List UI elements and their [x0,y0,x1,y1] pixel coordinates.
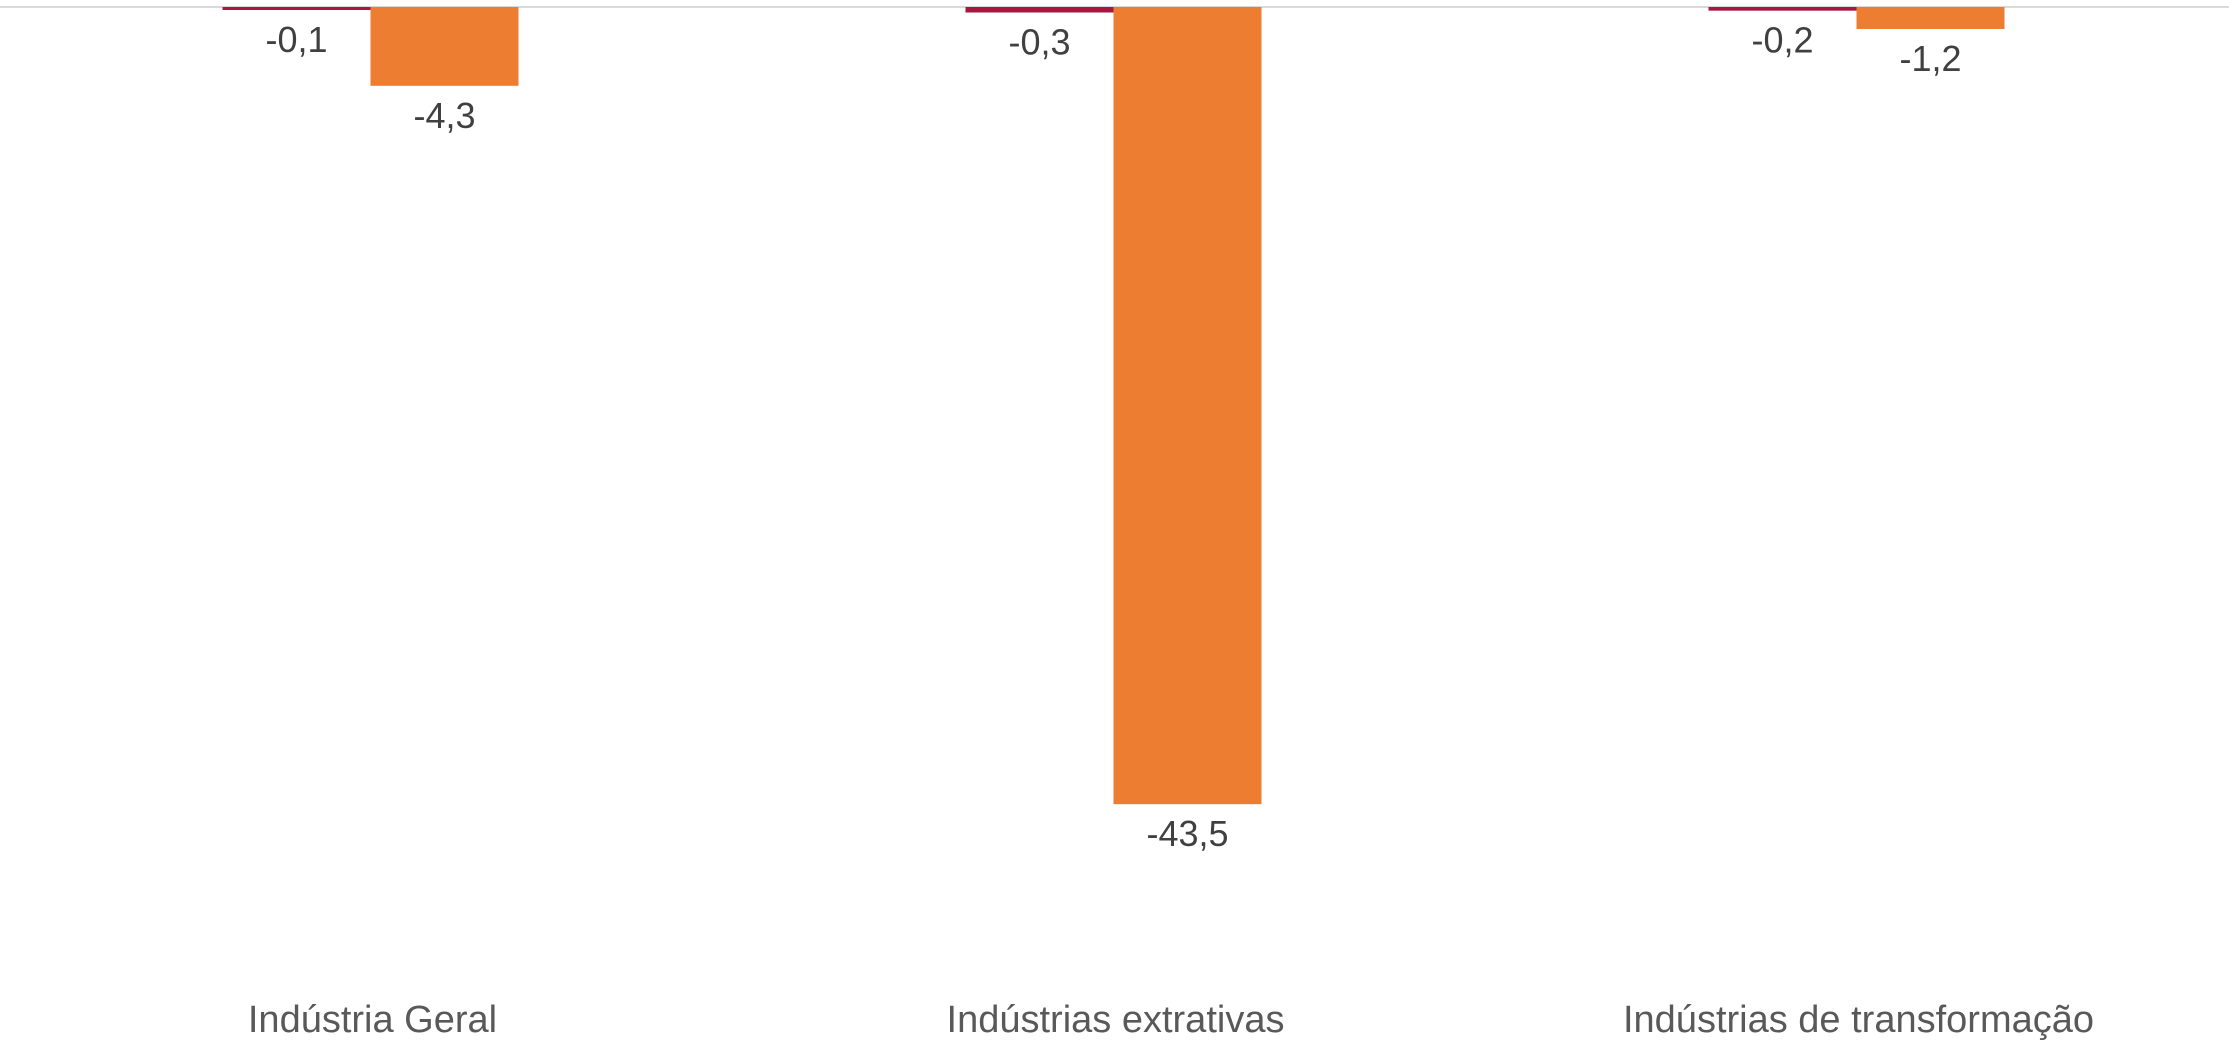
data-label-1-3: -0,2 [1751,20,1813,61]
bar-2-1 [370,7,519,86]
data-label-2-2: -43,5 [1146,813,1228,854]
value-label-group: -0,1 -4,3 -0,3 -43,5 -0,2 -1,2 [265,19,1961,854]
category-label-1: Indústria Geral [248,999,497,1041]
bar-2-3 [1856,7,2005,29]
data-label-1-2: -0,3 [1008,21,1070,62]
data-label-2-3: -1,2 [1899,38,1961,79]
category-label-3: Indústrias de transformação [1623,999,2094,1041]
bar-1-3 [1708,7,1857,11]
category-label-2: Indústrias extrativas [947,999,1285,1041]
bar-1-2 [965,7,1114,13]
bar-group [222,7,2005,805]
bar-1-1 [222,7,371,10]
bar-2-2 [1113,7,1262,805]
category-label-group: Indústria Geral Indústrias extrativas Indú… [248,999,2094,1041]
data-label-1-1: -0,1 [265,19,327,60]
data-label-2-1: -4,3 [413,95,475,136]
